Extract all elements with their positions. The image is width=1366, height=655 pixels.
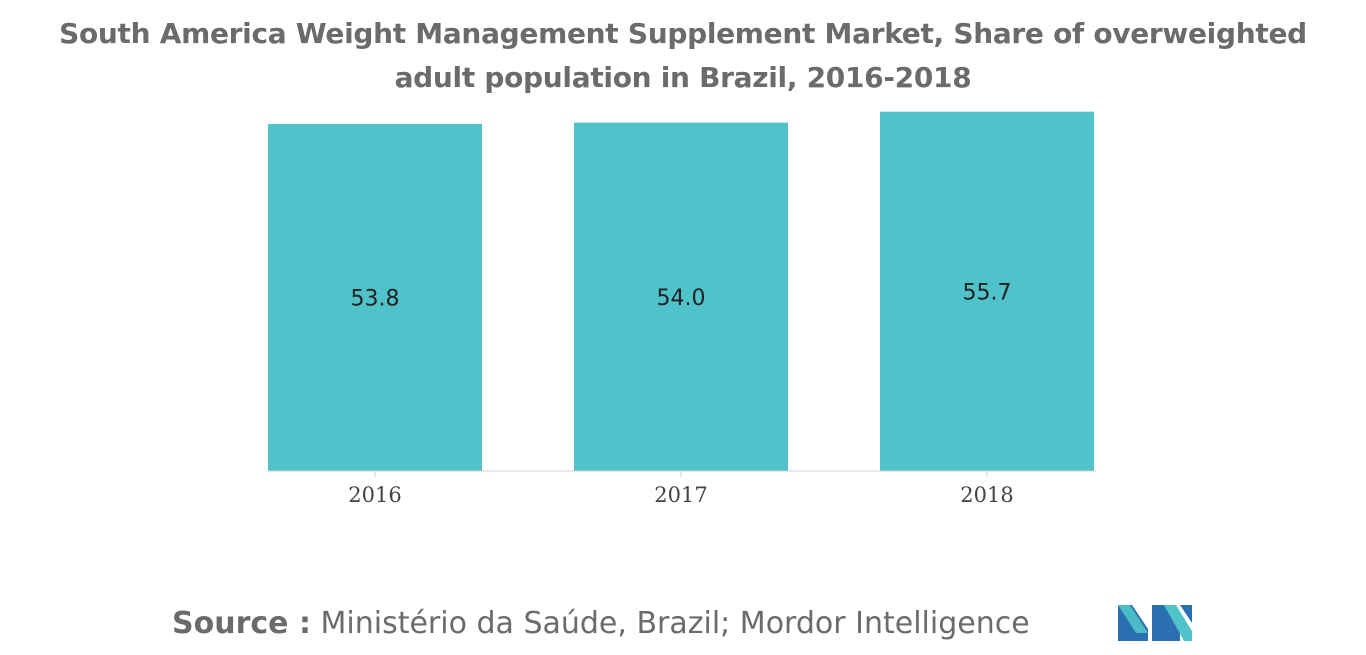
source-text: Ministério da Saúde, Brazil; Mordor Inte… [320, 606, 1030, 641]
chart-title: South America Weight Management Suppleme… [59, 17, 1307, 94]
bar-2018 [880, 111, 1094, 471]
x-tick-label-2016: 2016 [348, 483, 401, 507]
source-label: Source : [172, 606, 311, 641]
data-label-2016: 53.8 [351, 286, 400, 311]
x-tick-label-2018: 2018 [960, 483, 1013, 507]
mordor-intelligence-logo-icon [1118, 605, 1192, 641]
data-label-2017: 54.0 [657, 286, 706, 311]
labels-group: 53.8 2016 54.0 2017 55.7 2018 [348, 280, 1013, 507]
bar-2017 [574, 122, 788, 471]
bar-2016 [268, 123, 482, 471]
x-tick-label-2017: 2017 [654, 483, 707, 507]
source-note: Source : Ministério da Saúde, Brazil; Mo… [172, 606, 1030, 641]
bars-group [268, 111, 1094, 471]
data-label-2018: 55.7 [963, 280, 1012, 305]
bar-chart: 53.8 2016 54.0 2017 55.7 2018 [268, 111, 1096, 507]
